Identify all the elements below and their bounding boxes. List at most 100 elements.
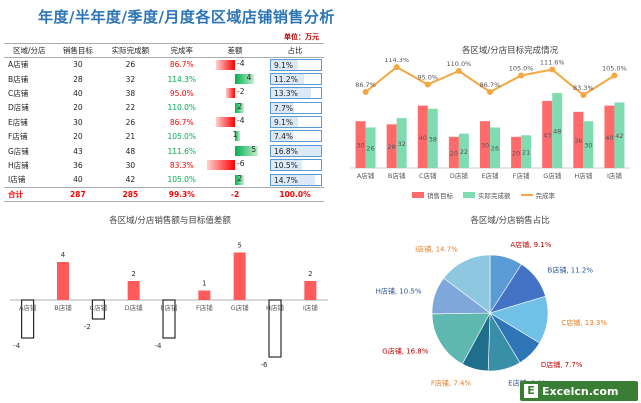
diff-value: 4 xyxy=(246,72,252,82)
diff-data-label: 1 xyxy=(202,280,206,288)
share-value: 10.5% xyxy=(274,161,298,171)
actual-value-label: 48 xyxy=(553,128,561,136)
share-databar-fill xyxy=(271,102,294,113)
actual-bar xyxy=(427,108,438,168)
legend-rate: 完成率 xyxy=(520,190,556,200)
legend-rate-label: 完成率 xyxy=(535,192,556,200)
header-target: 销售目标 xyxy=(54,43,102,58)
share-databar-fill xyxy=(271,88,311,99)
category-tick-label: A店铺 xyxy=(19,303,37,312)
diff-value: 2 xyxy=(237,101,243,111)
diff-bar-positive xyxy=(127,281,140,300)
category-tick-label: I店铺 xyxy=(607,171,622,180)
cell-diff: 4 xyxy=(204,72,266,86)
actual-value-label: 21 xyxy=(522,149,530,157)
pie-slice-label: F店铺, 7.4% xyxy=(431,378,472,387)
table-row: F店铺 20 21 105.0% 1 7.4% xyxy=(4,129,324,143)
share-databar: 11.2% xyxy=(270,72,322,85)
share-databar-fill xyxy=(271,131,294,142)
actual-bar xyxy=(458,133,469,168)
target-bar xyxy=(542,100,553,168)
diff-data-label: 4 xyxy=(61,251,66,259)
cell-share: 7.4% xyxy=(266,129,324,143)
diff-bar xyxy=(235,145,259,156)
cell-rate: 111.6% xyxy=(167,146,197,156)
target-bar xyxy=(386,124,397,168)
rate-point xyxy=(580,92,587,99)
category-tick-label: D店铺 xyxy=(125,303,144,312)
pie-slice-label: C店铺, 13.3% xyxy=(561,318,607,327)
share-value: 9.1% xyxy=(274,118,294,128)
diff-bar xyxy=(235,131,240,142)
category-tick-label: H店铺 xyxy=(266,303,284,312)
rate-point xyxy=(611,72,618,79)
target-bar xyxy=(355,121,366,168)
diff-bar-negative xyxy=(91,299,105,320)
site-watermark: E Excelcn.com xyxy=(520,381,638,401)
target-value-label: 30 xyxy=(481,142,489,150)
cell-diff: 2 xyxy=(204,101,266,115)
share-databar-fill xyxy=(271,60,299,70)
category-tick-label: F店铺 xyxy=(513,171,530,180)
table-row: C店铺 40 38 95.0% -2 13.3% xyxy=(4,86,324,100)
pie-slice-label: I店铺, 14.7% xyxy=(415,245,458,254)
rate-point xyxy=(487,88,493,95)
actual-value-label: 38 xyxy=(429,135,437,143)
legend-actual: 实际完成额 xyxy=(463,190,511,200)
pie-chart: A店铺, 9.1%B店铺, 11.2%C店铺, 13.3%D店铺, 7.7%E店… xyxy=(376,240,608,388)
diff-value: -4 xyxy=(237,59,245,68)
cell-actual: 48 xyxy=(125,146,136,156)
share-value: 7.7% xyxy=(274,103,294,113)
unit-label: 单位：万元 xyxy=(284,33,319,41)
actual-value-label: 26 xyxy=(491,145,499,153)
target-value-label: 28 xyxy=(388,143,396,151)
cell-actual: 26 xyxy=(125,117,136,127)
cell-share: 10.5% xyxy=(266,158,324,172)
category-tick-label: F店铺 xyxy=(196,303,213,312)
rate-data-label: 105.0% xyxy=(509,65,534,73)
cell-target: 30 xyxy=(73,117,83,127)
share-databar: 7.4% xyxy=(270,130,322,143)
pie-slice-label: B店铺, 11.2% xyxy=(548,266,594,275)
diff-bar xyxy=(207,160,235,171)
diff-data-label: -4 xyxy=(13,342,21,350)
share-value: 9.1% xyxy=(274,61,294,70)
diff-bar-negative xyxy=(268,299,282,358)
watermark-logo-icon: E xyxy=(524,384,538,398)
header-diff: 差额 xyxy=(204,43,266,58)
target-value-label: 43 xyxy=(543,131,551,139)
share-value: 14.7% xyxy=(274,175,298,185)
cell-diff: 2 xyxy=(204,173,266,187)
cell-actual: 38 xyxy=(125,88,136,98)
target-value-label: 36 xyxy=(574,137,582,145)
cell-rate: 83.3% xyxy=(169,160,194,170)
rate-data-label: 105.0% xyxy=(602,65,627,73)
share-value: 7.4% xyxy=(274,132,294,142)
target-bar xyxy=(511,136,522,168)
cell-share: 14.7% xyxy=(266,173,324,187)
actual-bar xyxy=(365,127,376,168)
rate-data-label: 111.6% xyxy=(540,59,565,67)
actual-value-label: 30 xyxy=(584,142,592,150)
cell-store: C店铺 xyxy=(8,88,29,98)
cell-target: 287 xyxy=(54,186,102,202)
header-rate: 完成率 xyxy=(159,43,204,58)
rate-point xyxy=(455,68,462,74)
diff-value: -6 xyxy=(237,159,245,169)
rate-data-label: 83.3% xyxy=(573,84,594,92)
target-bar xyxy=(604,105,615,168)
cell-diff: -6 xyxy=(204,158,266,172)
cell-store: F店铺 xyxy=(8,132,28,142)
rate-point xyxy=(518,72,525,79)
legend-actual-swatch xyxy=(463,192,475,198)
diff-chart-title: 各区域/分店销售额与目标值差额 xyxy=(109,216,231,226)
actual-bar xyxy=(583,121,594,168)
share-value: 11.2% xyxy=(274,74,298,84)
cell-diff: 5 xyxy=(204,144,266,158)
cell-actual: 21 xyxy=(125,132,136,142)
target-value-label: 30 xyxy=(356,142,364,150)
cell-diff: -2 xyxy=(204,86,266,100)
target-bar xyxy=(573,111,584,168)
category-tick-label: I店铺 xyxy=(303,303,318,312)
